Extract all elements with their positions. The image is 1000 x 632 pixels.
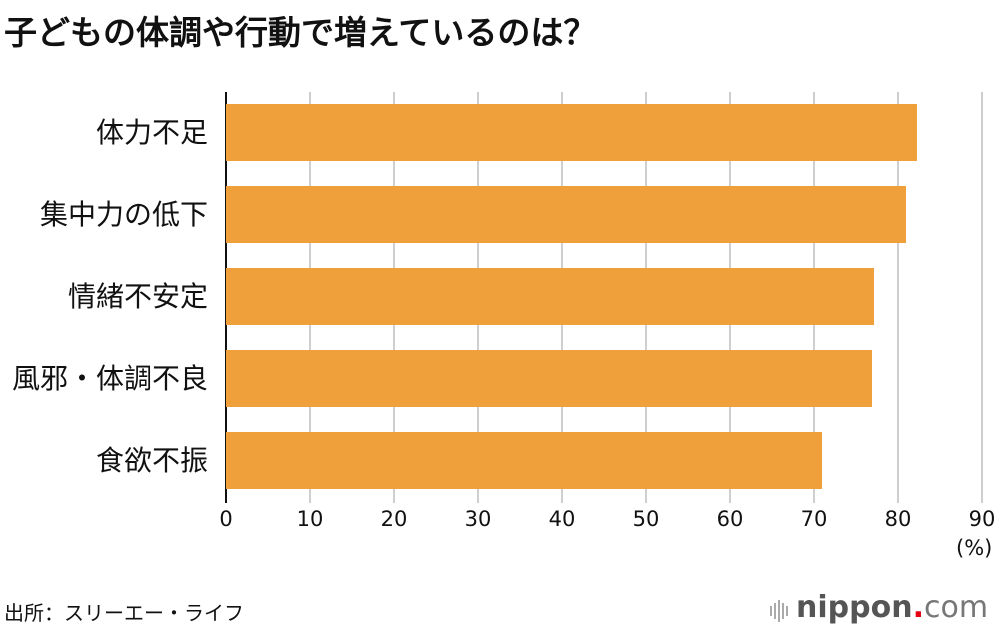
x-tick-label: 40 <box>548 507 576 531</box>
x-tick-label: 80 <box>884 507 912 531</box>
bar <box>226 104 918 161</box>
category-label: 情緒不安定 <box>67 280 208 313</box>
category-label: 風邪・体調不良 <box>11 362 208 395</box>
x-axis-unit: (%) <box>956 536 993 560</box>
x-tick-label: 60 <box>716 507 744 531</box>
category-label: 体力不足 <box>95 116 208 149</box>
x-tick-label: 0 <box>219 507 233 531</box>
x-tick-label: 20 <box>380 507 408 531</box>
x-tick-label: 10 <box>296 507 324 531</box>
bar <box>226 350 872 407</box>
source-note: 出所：スリーエー・ライフ <box>4 601 244 625</box>
logo-bars-icon <box>770 592 790 627</box>
category-label: 食欲不振 <box>95 444 208 477</box>
x-tick-label: 30 <box>464 507 492 531</box>
gridline <box>897 92 899 503</box>
bar <box>226 268 875 325</box>
x-tick-label: 90 <box>968 507 996 531</box>
x-tick-label: 70 <box>800 507 828 531</box>
chart-title: 子どもの体調や行動で増えているのは？ <box>4 13 597 52</box>
bar <box>226 432 822 489</box>
category-label: 集中力の低下 <box>39 198 208 231</box>
nippon-logo: nippon.com <box>770 590 988 627</box>
x-tick-label: 50 <box>632 507 660 531</box>
bar-chart: 0 10 20 30 40 50 60 70 80 90 体力不足集中力の低下情緒不安定風邪・体調不… <box>11 92 996 531</box>
bar <box>226 186 906 243</box>
gridline <box>981 92 983 503</box>
